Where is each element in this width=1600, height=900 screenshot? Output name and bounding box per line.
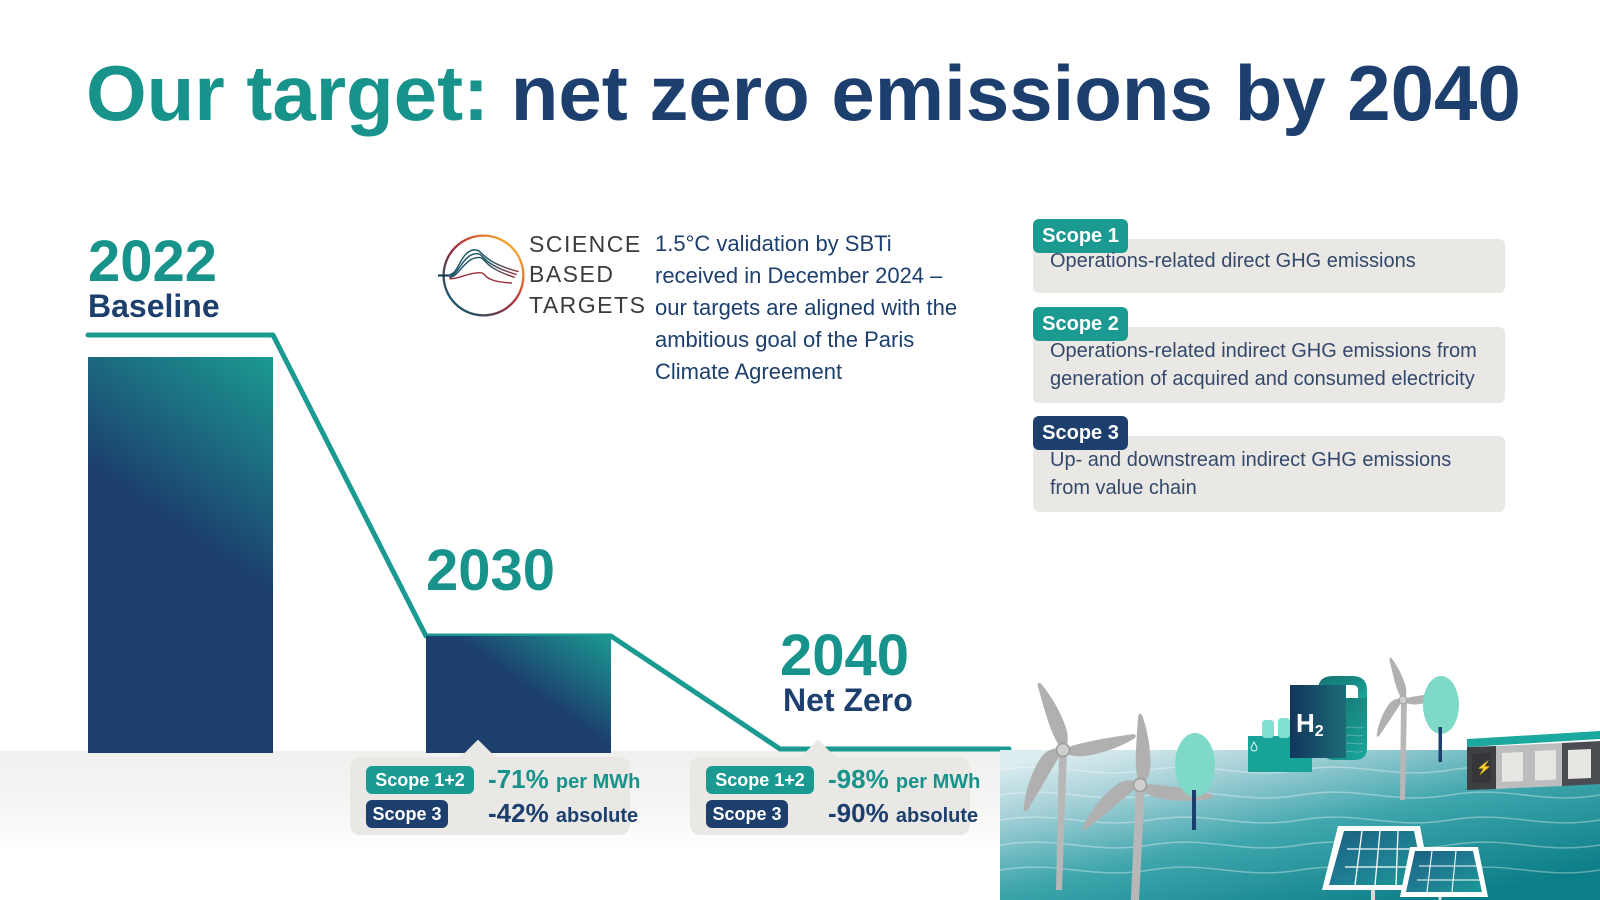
svg-text:⚡: ⚡ (1476, 760, 1492, 776)
